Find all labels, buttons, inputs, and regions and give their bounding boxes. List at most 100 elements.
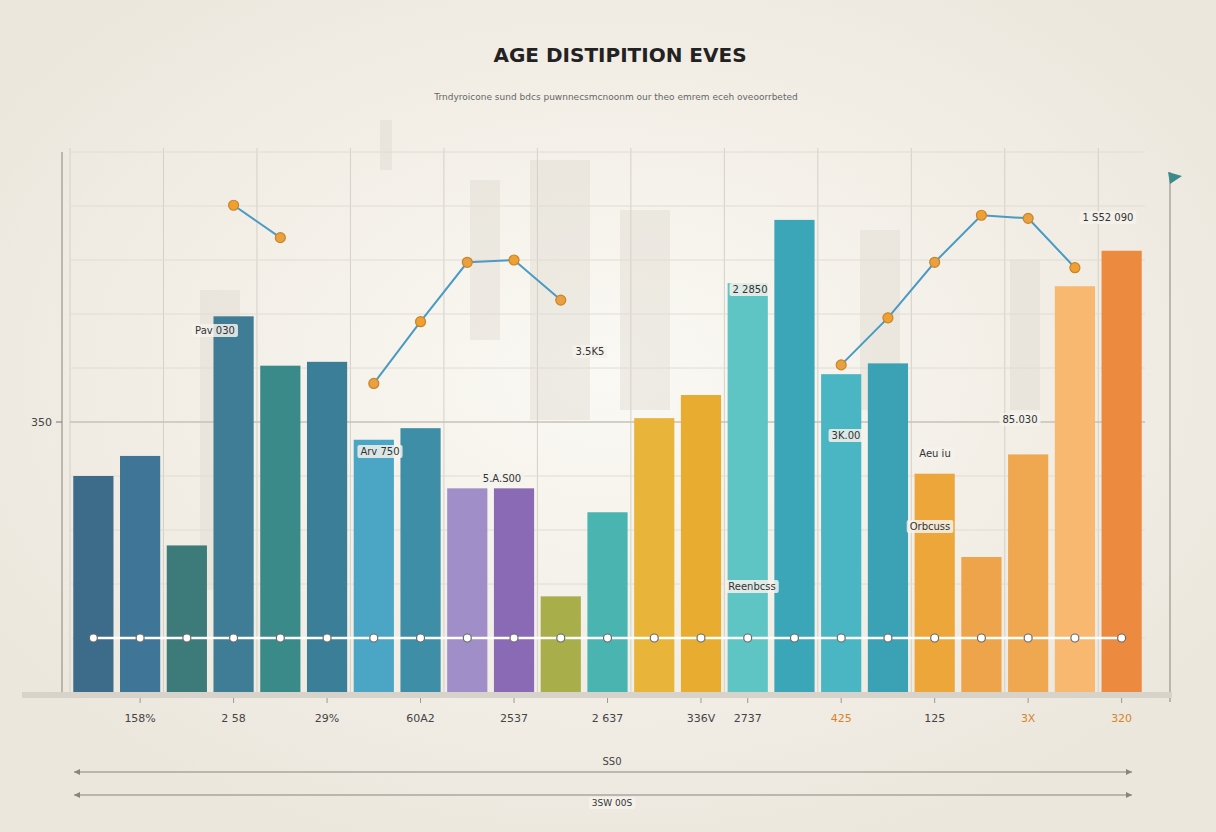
line-marker — [510, 634, 518, 642]
bar — [541, 596, 581, 692]
right-rule — [1169, 172, 1170, 702]
annotation: 85.030 — [1003, 414, 1038, 425]
line-marker — [275, 233, 285, 243]
bar — [73, 476, 113, 692]
annotation: Reenbcss — [728, 581, 775, 592]
skyline-block — [1010, 260, 1040, 410]
x-tick — [420, 698, 421, 703]
line-marker — [931, 634, 939, 642]
x-tick — [140, 698, 141, 703]
annotation: 2 2850 — [733, 284, 768, 295]
x-tick-label: 158% — [124, 712, 155, 725]
bar — [634, 418, 674, 692]
annotation-patch — [907, 520, 954, 533]
grid — [70, 148, 1145, 692]
x-tick-label: 425 — [831, 712, 852, 725]
bar — [1102, 251, 1142, 692]
bar — [494, 488, 534, 692]
grid-h-deco — [70, 260, 1145, 261]
annotation: Aeu iu — [919, 448, 950, 459]
x-tick-label: 2737 — [734, 712, 762, 725]
line-marker — [883, 313, 893, 323]
annotation: 3SW 00S — [592, 798, 633, 808]
grid-v — [724, 148, 725, 692]
line-marker — [604, 634, 612, 642]
x-tick-label: 2 58 — [221, 712, 246, 725]
bar — [120, 456, 160, 692]
floor — [22, 692, 1172, 698]
x-tick-label: 3X — [1021, 712, 1036, 725]
annotations: Pav 030Arv 7505.A.S003.5K52 28503K.0085.… — [192, 211, 1136, 809]
x-range-rule-2-head — [1126, 792, 1132, 798]
line-marker — [509, 255, 519, 265]
x-axis-title: SS0 — [602, 756, 621, 767]
annotation-patch — [1080, 211, 1137, 224]
x-tick-label: 336V — [687, 712, 716, 725]
line-marker — [650, 634, 658, 642]
x-tick — [700, 698, 701, 703]
grid-v — [443, 148, 444, 692]
skyline-block — [620, 210, 670, 410]
annotation-patch — [916, 447, 953, 460]
grid-v — [350, 148, 351, 692]
bar — [260, 366, 300, 692]
flag — [1168, 172, 1182, 184]
line-marker — [837, 634, 845, 642]
annotation: Arv 750 — [360, 446, 399, 457]
bar — [868, 363, 908, 692]
grid-h-deco — [70, 314, 1145, 315]
grid-v — [911, 148, 912, 692]
line-marker — [276, 634, 284, 642]
line-marker — [416, 317, 426, 327]
line-marker — [884, 634, 892, 642]
skyline-block — [380, 120, 392, 170]
chart: 350158%2 5829%60A225372 637336V273742512… — [0, 0, 1216, 832]
x-range-rule — [74, 772, 1132, 773]
grid-v — [70, 148, 71, 692]
x-tick-label: 2537 — [500, 712, 528, 725]
bar — [774, 220, 814, 692]
annotation-patch — [725, 580, 778, 593]
x-tick — [607, 698, 608, 703]
x-tick — [327, 698, 328, 703]
x-range-rule-2 — [74, 795, 1132, 796]
x-tick — [514, 698, 515, 703]
line-marker — [790, 634, 798, 642]
annotation: 3.5K5 — [576, 346, 605, 357]
line-marker — [229, 200, 239, 210]
x-tick-label: 320 — [1111, 712, 1132, 725]
y-tick — [56, 422, 62, 423]
bar — [213, 316, 253, 692]
annotation: 5.A.S00 — [483, 473, 521, 484]
line-marker — [323, 634, 331, 642]
bar — [961, 557, 1001, 692]
x-tick — [1121, 698, 1122, 703]
subtitle: Trndyroicone sund bdcs puwnnecsmcnoonm o… — [433, 92, 797, 102]
annotation-patch — [357, 445, 402, 458]
grid-v — [630, 148, 631, 692]
line-marker — [370, 634, 378, 642]
line-marker — [556, 295, 566, 305]
line-marker — [557, 634, 565, 642]
line-marker — [1024, 634, 1032, 642]
line-marker — [977, 634, 985, 642]
line-marker — [1071, 634, 1079, 642]
skyline-block — [530, 160, 590, 420]
annotation-patch — [829, 429, 864, 442]
x-tick — [841, 698, 842, 703]
line-marker — [369, 378, 379, 388]
bar — [307, 362, 347, 692]
grid-v — [1098, 148, 1099, 692]
annotation-patch — [1000, 413, 1041, 426]
x-tick — [233, 698, 234, 703]
grid-v — [537, 148, 538, 692]
x-tick-label: 60A2 — [406, 712, 435, 725]
annotation-patch — [730, 283, 771, 296]
annotation: Orbcuss — [910, 521, 951, 532]
x-range-rule-head — [74, 769, 80, 775]
line-marker — [89, 634, 97, 642]
line-marker — [462, 257, 472, 267]
x-tick-label: 125 — [924, 712, 945, 725]
bar — [447, 488, 487, 692]
line-marker — [417, 634, 425, 642]
